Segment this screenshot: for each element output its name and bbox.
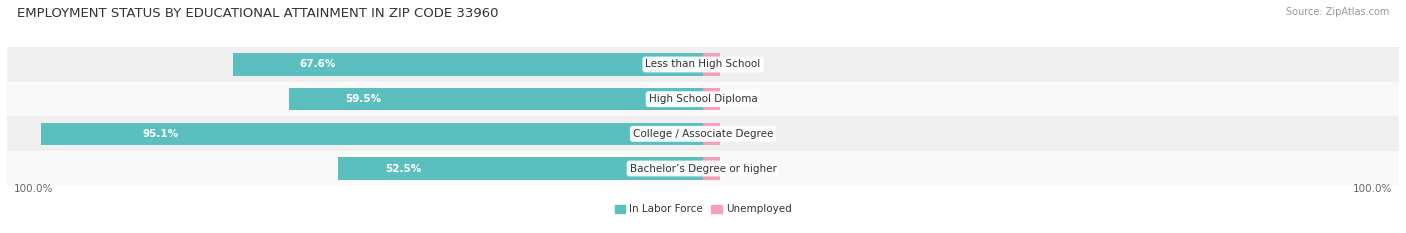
Bar — [703, 157, 720, 180]
Bar — [7, 151, 1399, 186]
Bar — [7, 47, 1399, 82]
Text: Less than High School: Less than High School — [645, 59, 761, 69]
Text: Source: ZipAtlas.com: Source: ZipAtlas.com — [1285, 7, 1389, 17]
Text: 52.5%: 52.5% — [385, 164, 422, 174]
Text: 0.0%: 0.0% — [731, 59, 756, 69]
Text: 100.0%: 100.0% — [1353, 184, 1392, 194]
Bar — [7, 82, 1399, 116]
Text: 0.0%: 0.0% — [731, 129, 756, 139]
Text: 100.0%: 100.0% — [14, 184, 53, 194]
Bar — [703, 88, 720, 110]
Text: 59.5%: 59.5% — [346, 94, 381, 104]
Legend: In Labor Force, Unemployed: In Labor Force, Unemployed — [610, 200, 796, 219]
Bar — [7, 116, 1399, 151]
Text: 0.0%: 0.0% — [731, 94, 756, 104]
Text: 0.0%: 0.0% — [731, 164, 756, 174]
Text: 95.1%: 95.1% — [142, 129, 179, 139]
Text: 67.6%: 67.6% — [299, 59, 336, 69]
Bar — [288, 88, 703, 110]
Text: High School Diploma: High School Diploma — [648, 94, 758, 104]
Bar — [703, 123, 720, 145]
Bar — [337, 157, 703, 180]
Text: Bachelor’s Degree or higher: Bachelor’s Degree or higher — [630, 164, 776, 174]
Text: EMPLOYMENT STATUS BY EDUCATIONAL ATTAINMENT IN ZIP CODE 33960: EMPLOYMENT STATUS BY EDUCATIONAL ATTAINM… — [17, 7, 498, 20]
Text: College / Associate Degree: College / Associate Degree — [633, 129, 773, 139]
Bar — [232, 53, 703, 76]
Bar — [41, 123, 703, 145]
Bar — [703, 53, 720, 76]
